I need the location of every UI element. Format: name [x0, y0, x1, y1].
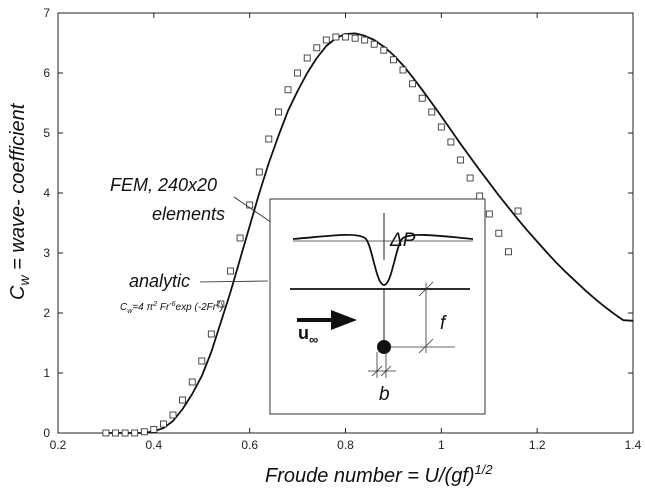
inset-u-label: u∞	[298, 323, 318, 347]
fem-marker	[207, 330, 215, 338]
inset-dim-f-tick-bottom	[418, 338, 434, 354]
y-tick-label: 4	[43, 186, 50, 200]
fem-marker	[361, 36, 369, 44]
inset-surface-profile	[292, 234, 474, 286]
y-tick-label: 5	[43, 126, 50, 140]
fem-marker	[389, 56, 397, 64]
x-tick-label: 1.2	[529, 438, 546, 452]
inset-frame	[269, 198, 486, 415]
x-tick-label: 0.6	[241, 438, 258, 452]
fem-marker	[409, 80, 417, 88]
fem-marker	[150, 425, 158, 433]
fem-markers	[102, 33, 522, 437]
inset-delta-p-label: ΔP	[389, 230, 416, 251]
inset-f-label: f	[440, 313, 447, 334]
fem-marker	[131, 429, 139, 437]
fem-marker	[418, 94, 426, 102]
inset-b-label: b	[379, 384, 390, 405]
fem-marker	[246, 201, 254, 209]
y-tick-label: 2	[43, 306, 50, 320]
formula-annotation: Cw=4 π2 Fr-6exp (-2Fr2)	[120, 301, 223, 315]
fem-marker	[428, 108, 436, 116]
fem-marker	[447, 138, 455, 146]
y-tick-label: 1	[43, 366, 50, 380]
fem-marker	[140, 428, 148, 436]
y-tick-label: 6	[43, 66, 50, 80]
fem-marker	[485, 210, 493, 218]
fem-marker	[332, 33, 340, 41]
y-axis-label: Cw = wave- coefficient	[7, 102, 32, 300]
inset-dim-f-tick-top	[418, 281, 434, 297]
fem-marker	[399, 66, 407, 74]
fem-marker	[437, 123, 445, 131]
fem-marker	[303, 54, 311, 62]
inset-dim-b-tick-1	[371, 365, 383, 377]
inset-dim-b-tick-2	[380, 365, 392, 377]
analytic-leader-line	[199, 280, 269, 283]
fem-marker	[380, 46, 388, 54]
fem-marker	[255, 168, 263, 176]
x-tick-label: 1.4	[625, 438, 642, 452]
fem-marker	[169, 411, 177, 419]
fem-marker	[313, 44, 321, 52]
fem-marker	[322, 36, 330, 44]
fem-marker	[227, 267, 234, 275]
inset-point-source	[377, 340, 391, 354]
fem-marker	[504, 248, 512, 256]
fem-marker	[351, 34, 359, 42]
fem-marker	[342, 33, 349, 41]
fem-annotation-2: elements	[152, 204, 225, 224]
inset-diagram: ΔP f b u∞	[269, 198, 486, 415]
y-tick-label: 3	[43, 246, 50, 260]
inset-flow-arrow-head	[331, 310, 357, 330]
axis-ticks: 0.2 0.4 0.6 0.8 1 1.2 1.4 0 1 2 3 4 5 6 7	[43, 6, 641, 452]
fem-marker	[274, 108, 282, 116]
fem-marker	[112, 429, 119, 437]
x-tick-label: 1	[438, 438, 445, 452]
x-tick-label: 0.4	[145, 438, 162, 452]
fem-marker	[514, 207, 522, 215]
fem-marker	[457, 156, 464, 164]
analytic-curve	[105, 32, 634, 434]
fem-marker	[198, 357, 206, 365]
y-tick-label: 7	[43, 6, 50, 20]
fem-marker	[265, 135, 273, 143]
fem-marker	[179, 396, 187, 404]
y-tick-label: 0	[43, 426, 50, 440]
x-axis-label: Froude number = U/(gf)1/2	[265, 462, 493, 487]
fem-marker	[121, 429, 129, 437]
fem-marker	[159, 420, 167, 428]
fem-annotation: FEM, 240x20	[110, 175, 217, 195]
fem-marker	[495, 229, 503, 237]
fem-marker	[284, 86, 292, 94]
analytic-annotation: analytic	[129, 271, 190, 291]
fem-marker	[188, 378, 196, 386]
x-tick-label: 0.8	[337, 438, 354, 452]
fem-marker	[102, 429, 110, 437]
fem-marker	[466, 174, 474, 182]
fem-marker	[294, 69, 302, 77]
analytic-curve-line	[105, 32, 634, 434]
fem-marker	[217, 300, 225, 308]
x-tick-label: 0.2	[50, 438, 67, 452]
fem-marker	[370, 40, 378, 48]
fem-marker	[476, 192, 484, 200]
fem-marker	[236, 234, 244, 242]
